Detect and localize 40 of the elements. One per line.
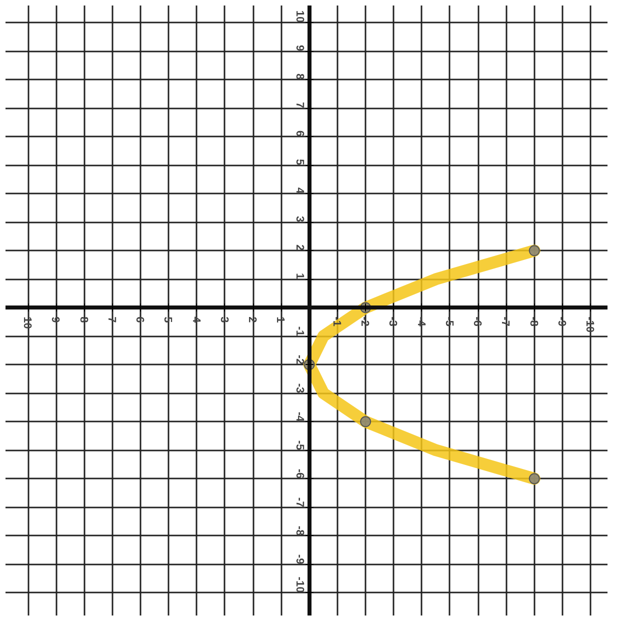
x-tick-label: -1 <box>330 316 342 326</box>
y-tick-label: 6 <box>293 130 306 137</box>
x-tick-label: 4 <box>190 316 202 324</box>
y-tick-label: -6 <box>293 468 306 479</box>
y-tick-label: 8 <box>293 73 306 80</box>
x-tick-label: 1 <box>274 316 286 323</box>
x-tick-label: 7 <box>105 316 118 323</box>
x-tick-label: -10 <box>584 316 596 333</box>
y-tick-label: 4 <box>293 188 306 195</box>
y-tick-label: -1 <box>293 326 306 336</box>
y-tick-label: -10 <box>293 576 306 593</box>
y-tick-label: -4 <box>293 412 306 423</box>
y-tick-label: -7 <box>293 497 306 508</box>
x-tick-label: -6 <box>471 316 484 326</box>
x-tick-label: 10 <box>21 316 34 329</box>
x-tick-label: -9 <box>555 316 568 326</box>
y-tick-label: 7 <box>293 102 306 108</box>
x-tick-label: -4 <box>414 316 427 328</box>
x-tick-label: -7 <box>499 316 512 326</box>
y-tick-label: -3 <box>293 383 306 394</box>
x-tick-label: 8 <box>77 316 90 323</box>
y-tick-label: 1 <box>293 273 306 280</box>
y-tick-label: 9 <box>293 44 306 52</box>
y-tick-label: 2 <box>293 244 306 251</box>
y-tick-label: -9 <box>293 554 306 564</box>
x-tick-label: 5 <box>162 316 174 323</box>
y-tick-label: 10 <box>293 10 306 23</box>
y-tick-label: -5 <box>293 440 306 450</box>
y-tick-label: 5 <box>293 159 306 166</box>
y-tick-label: 3 <box>293 216 306 222</box>
x-tick-label: 3 <box>218 316 230 323</box>
x-tick-label: 9 <box>49 316 62 323</box>
x-tick-label: 6 <box>134 316 146 323</box>
y-tick-label: -8 <box>293 526 306 536</box>
x-tick-label: 2 <box>246 316 258 323</box>
x-tick-label: -8 <box>527 316 540 326</box>
x-tick-label: -2 <box>358 316 371 326</box>
x-tick-label: -5 <box>442 316 455 326</box>
x-tick-label: -3 <box>386 316 399 326</box>
y-tick-label: -2 <box>293 354 306 365</box>
